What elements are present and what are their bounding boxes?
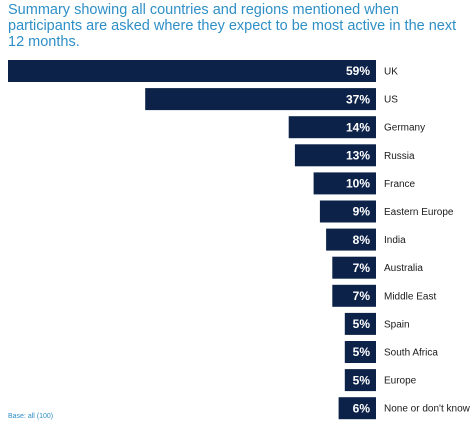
bar-india	[326, 228, 376, 251]
category-label-none-or-don-t-know: None or don't know	[384, 404, 471, 415]
bar-value-europe: 5%	[353, 373, 371, 387]
bar-eastern-europe	[319, 200, 376, 223]
category-label-spain: Spain	[384, 319, 410, 330]
category-label-europe: Europe	[384, 376, 417, 387]
category-label-germany: Germany	[384, 123, 425, 134]
category-label-south-africa: South Africa	[384, 348, 438, 359]
bar-australia	[332, 256, 376, 279]
bar-value-none-or-don-t-know: 6%	[353, 401, 371, 415]
bar-value-us: 37%	[346, 92, 370, 106]
bar-france	[313, 172, 376, 195]
category-label-russia: Russia	[384, 151, 415, 162]
category-label-france: France	[384, 179, 416, 190]
bar-value-spain: 5%	[353, 317, 371, 331]
bar-none-or-don-t-know	[338, 397, 376, 420]
category-label-eastern-europe: Eastern Europe	[384, 207, 454, 218]
bar-europe	[344, 369, 376, 392]
bar-value-germany: 14%	[346, 120, 370, 134]
bar-value-middle-east: 7%	[353, 289, 371, 303]
base-note: Base: all (100)	[8, 413, 54, 420]
bar-russia	[294, 144, 376, 167]
category-label-india: India	[384, 235, 406, 246]
bar-spain	[344, 312, 376, 335]
category-label-uk: UK	[384, 67, 398, 78]
bar-value-russia: 13%	[346, 149, 370, 163]
bar-value-eastern-europe: 9%	[353, 205, 371, 219]
category-label-australia: Australia	[384, 263, 423, 274]
bar-value-india: 8%	[353, 233, 371, 247]
bar-us	[145, 88, 376, 111]
bar-middle-east	[332, 284, 376, 307]
bar-value-france: 10%	[346, 177, 370, 191]
bar-germany	[288, 116, 376, 139]
bar-value-australia: 7%	[353, 261, 371, 275]
bar-value-south-africa: 5%	[353, 345, 371, 359]
bar-value-uk: 59%	[346, 64, 370, 78]
bar-uk	[8, 60, 376, 82]
chart-title: Summary showing all countries and region…	[8, 2, 457, 50]
category-label-middle-east: Middle East	[384, 291, 436, 302]
bar-south-africa	[344, 341, 376, 363]
category-label-us: US	[384, 95, 398, 106]
